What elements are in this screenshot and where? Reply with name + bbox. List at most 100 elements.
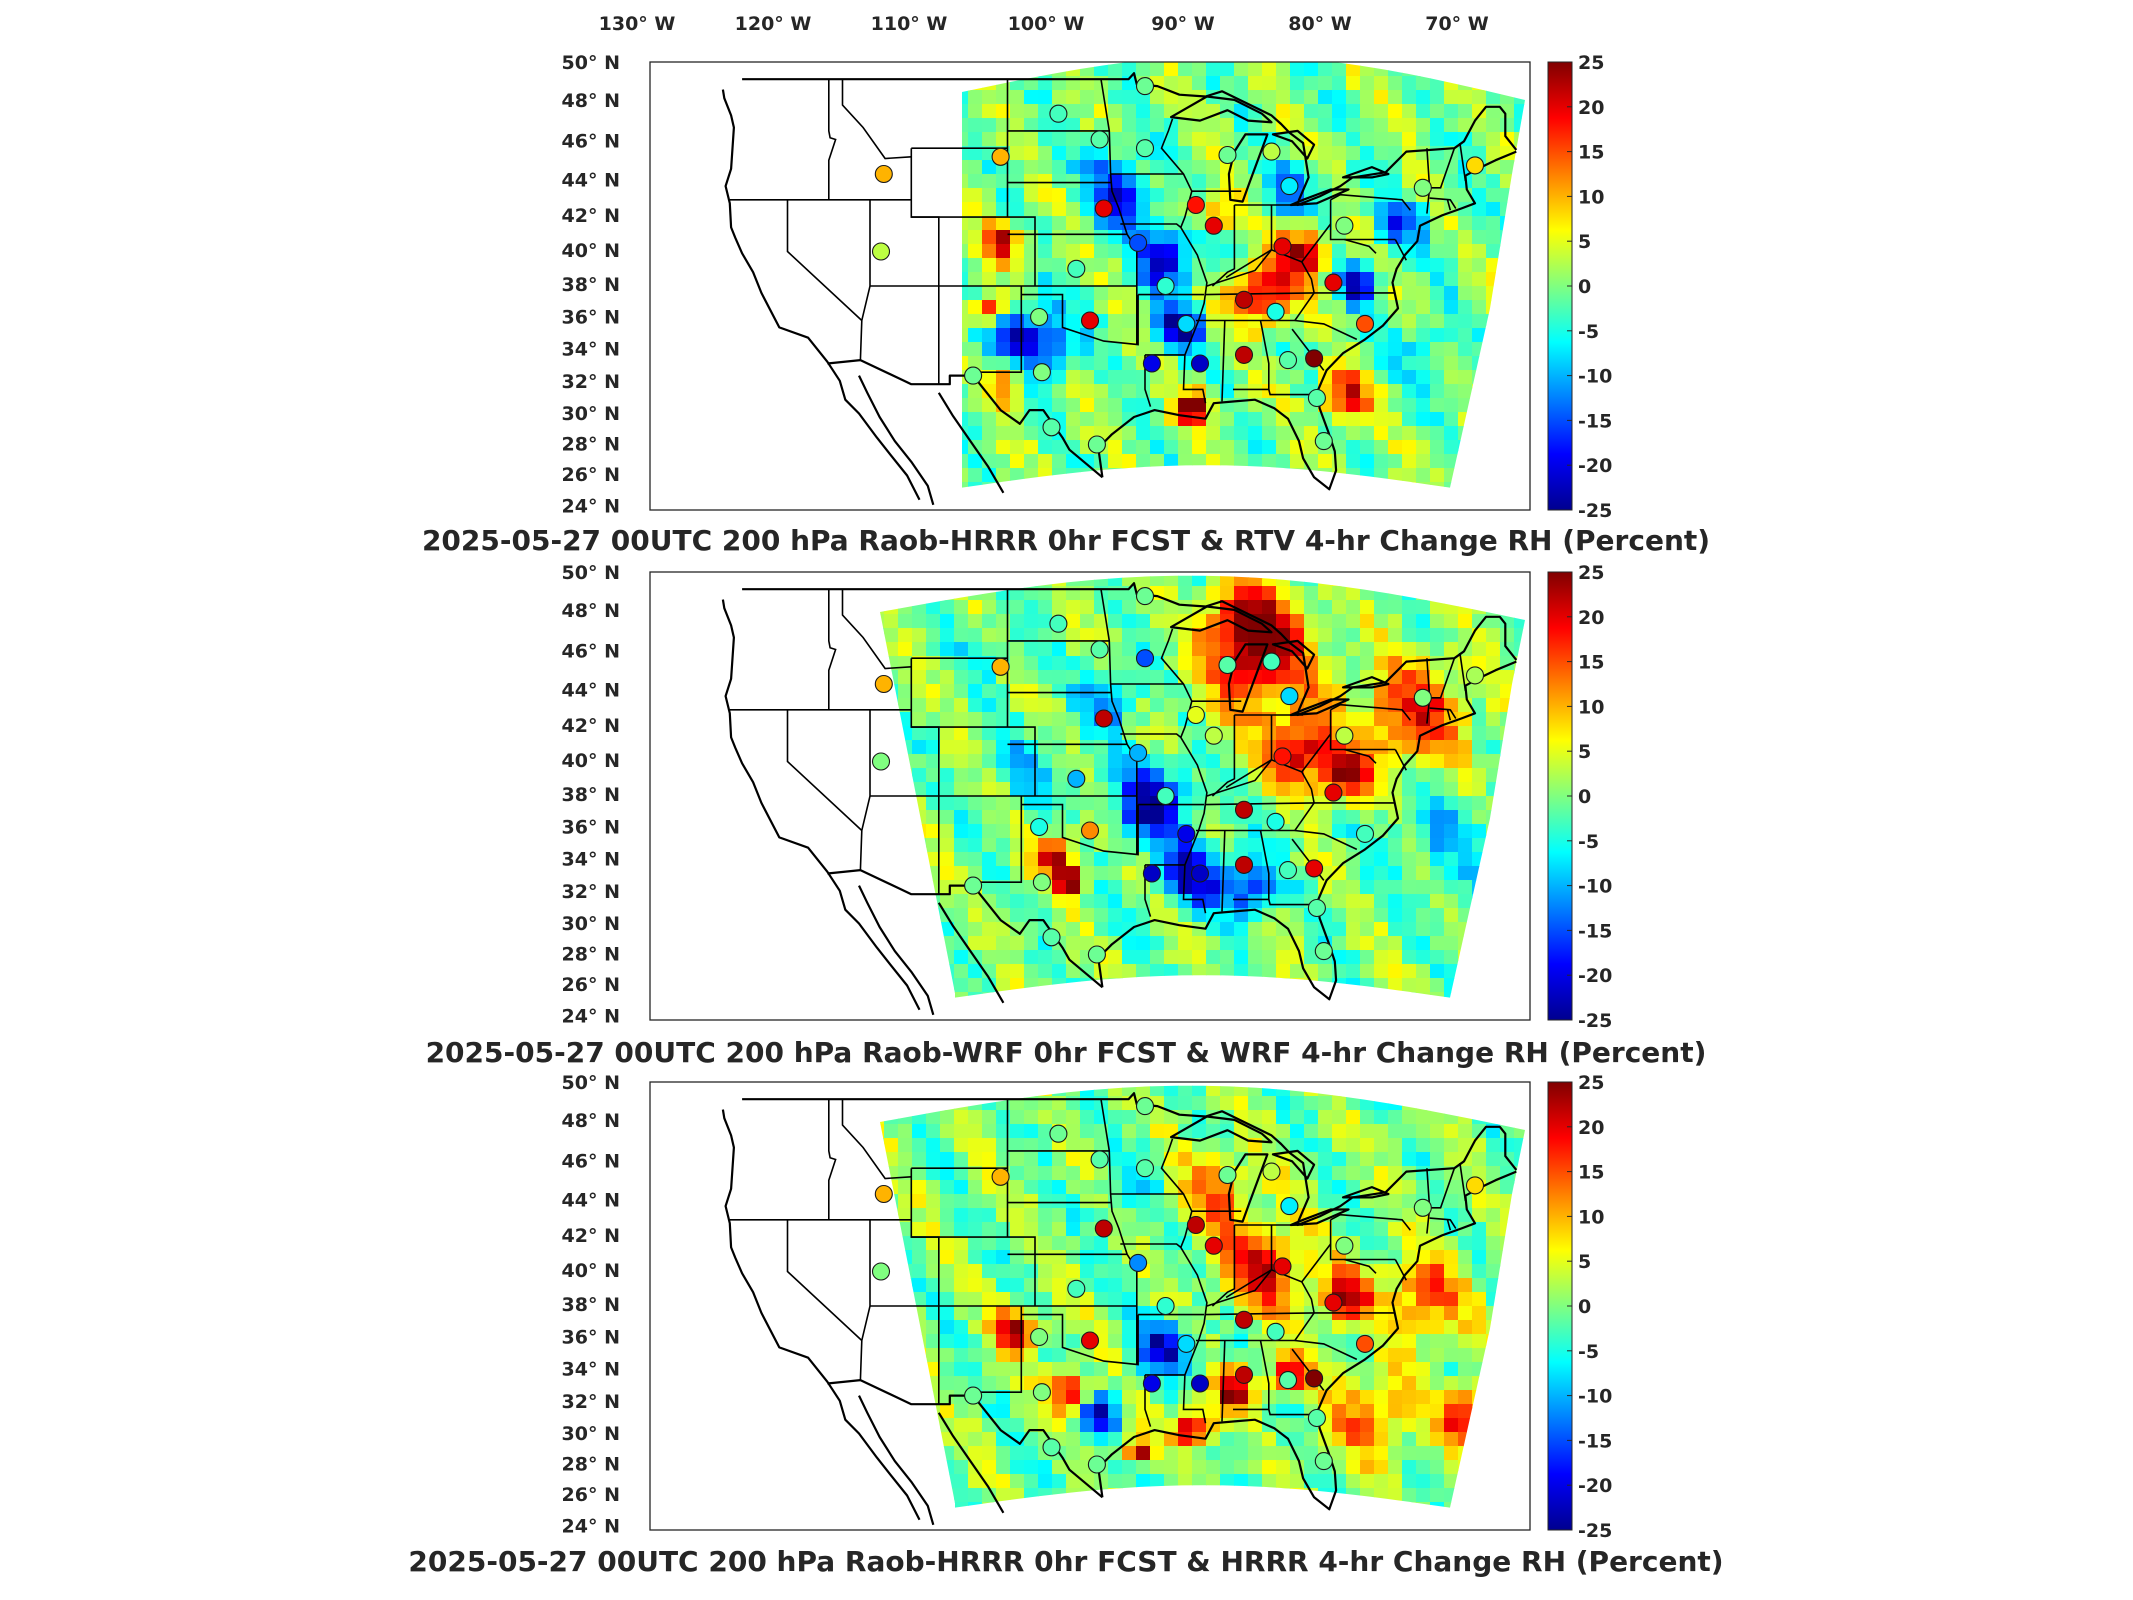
- state-borders: [721, 1092, 1518, 1526]
- lat-tick-label: 44° N: [562, 1189, 620, 1211]
- raob-station-marker: [1234, 345, 1254, 364]
- state-border: [786, 199, 863, 322]
- raob-station-marker: [1218, 145, 1237, 165]
- raob-station-marker: [1080, 821, 1100, 840]
- lon-tick-label: 130° W: [599, 13, 676, 35]
- latitude-axis: 50° N 48° N 46° N 44° N 42° N 40° N 38° N 36° N…: [562, 562, 620, 1028]
- lat-tick-label: 48° N: [562, 90, 620, 112]
- raob-station-marker: [1335, 726, 1354, 745]
- state-border: [1344, 748, 1377, 764]
- lat-tick-label: 30° N: [562, 1423, 620, 1445]
- colorbar-tick-label: -25: [1578, 1010, 1612, 1032]
- lat-tick-label: 32° N: [562, 1391, 620, 1413]
- lat-tick-label: 42° N: [562, 205, 620, 227]
- colorbar-tick-label: -5: [1578, 321, 1599, 343]
- state-border: [786, 1219, 863, 1342]
- raob-station-marker: [1087, 945, 1106, 964]
- great-lake-outline: [1271, 1149, 1316, 1180]
- lon-tick-label: 120° W: [735, 13, 812, 35]
- raob-station-marker: [1234, 800, 1254, 819]
- panel-title: 2025-05-27 00UTC 200 hPa Raob-WRF 0hr FC…: [426, 1036, 1707, 1069]
- state-border: [1329, 1219, 1396, 1261]
- state-border: [1301, 1243, 1332, 1283]
- raob-station-marker: [1465, 1176, 1485, 1195]
- lat-tick-label: 30° N: [562, 403, 620, 425]
- state-border: [1459, 1162, 1467, 1202]
- raob-station-marker: [1042, 418, 1061, 437]
- mexico-border: [827, 359, 1104, 479]
- raob-station-marker: [1177, 314, 1196, 333]
- raob-station-marker: [1204, 726, 1223, 745]
- mexico-border: [827, 1379, 1104, 1499]
- lat-tick-label: 50° N: [562, 52, 620, 74]
- raob-station-marker: [874, 674, 893, 694]
- state-border: [1221, 320, 1226, 402]
- state-border: [1329, 709, 1396, 751]
- state-border: [1429, 147, 1456, 189]
- lat-tick-label: 40° N: [562, 750, 620, 772]
- state-border: [1330, 193, 1412, 211]
- colorbar-tick-label: -15: [1578, 920, 1612, 942]
- lat-tick-label: 34° N: [562, 849, 620, 871]
- raob-station-marker: [1177, 824, 1196, 843]
- gulf-atlantic-coastline: [1097, 1170, 1517, 1511]
- west-coastline: [721, 89, 921, 501]
- raob-station-marker: [1186, 195, 1205, 215]
- colorbar-tick-label: 20: [1578, 607, 1604, 629]
- lat-tick-label: 38° N: [562, 274, 620, 296]
- lat-tick-label: 42° N: [562, 715, 620, 737]
- raob-station-marker: [1413, 178, 1432, 197]
- raob-station-marker: [1067, 769, 1086, 788]
- state-border: [911, 216, 1036, 286]
- west-coastline: [721, 1109, 921, 1521]
- raob-station-marker: [1335, 216, 1354, 235]
- raob-station-marker: [1273, 237, 1292, 256]
- raob-station-marker: [1142, 354, 1161, 373]
- lat-tick-label: 50° N: [562, 562, 620, 584]
- colorbar-tick-label: 15: [1578, 652, 1604, 674]
- raob-station-marker: [1305, 349, 1324, 368]
- colorbar-tick-label: -20: [1578, 455, 1612, 477]
- lat-tick-label: 44° N: [562, 679, 620, 701]
- colorbar-tick-label: 0: [1578, 276, 1591, 298]
- mexico-coastline: [937, 392, 1005, 494]
- state-border: [1268, 1409, 1317, 1416]
- lat-tick-label: 24° N: [562, 1006, 620, 1028]
- raob-station-marker: [991, 147, 1010, 166]
- lat-tick-label: 34° N: [562, 339, 620, 361]
- state-border: [841, 589, 912, 670]
- lat-tick-label: 30° N: [562, 913, 620, 935]
- colorbar-tick-label: -25: [1578, 500, 1612, 522]
- raob-station-marker: [1266, 302, 1285, 321]
- raob-station-marker: [1087, 1455, 1106, 1474]
- state-border: [1233, 1340, 1270, 1411]
- lat-tick-label: 28° N: [562, 944, 620, 966]
- colorbar-tick-label: -10: [1578, 876, 1612, 898]
- raob-station-marker: [1094, 709, 1113, 728]
- great-lake-outline: [1289, 698, 1350, 717]
- raob-station-marker: [1305, 1369, 1324, 1388]
- colorbar-tick-label: -5: [1578, 831, 1599, 853]
- raob-station-marker: [871, 242, 891, 261]
- state-border: [1446, 1219, 1452, 1231]
- raob-station-marker: [1465, 156, 1485, 175]
- state-border: [911, 726, 1036, 796]
- raob-station-marker: [1067, 259, 1086, 278]
- raob-station-marker: [1307, 388, 1326, 408]
- state-border: [1120, 1243, 1182, 1249]
- mexico-coastline: [937, 902, 1005, 1004]
- state-border: [859, 199, 871, 361]
- lat-tick-label: 28° N: [562, 434, 620, 456]
- colorbar-tick-label: 15: [1578, 1162, 1604, 1184]
- state-border: [1446, 709, 1452, 721]
- raob-station-marker: [1032, 873, 1051, 892]
- colorbar-tick-label: 20: [1578, 1117, 1604, 1139]
- colorbar: 25 20 15 10 5 0 -5 -10 -15 -20 -25: [1547, 1072, 1612, 1542]
- latitude-axis: 50° N 48° N 46° N 44° N 42° N 40° N 38° N 36° N…: [562, 52, 620, 518]
- colorbar-tick-label: 20: [1578, 97, 1604, 119]
- lat-tick-label: 50° N: [562, 1072, 620, 1094]
- raob-station-marker: [1280, 687, 1299, 706]
- great-lake-outline: [1271, 639, 1316, 670]
- raob-station-marker: [1032, 1383, 1051, 1402]
- state-border: [859, 1219, 871, 1381]
